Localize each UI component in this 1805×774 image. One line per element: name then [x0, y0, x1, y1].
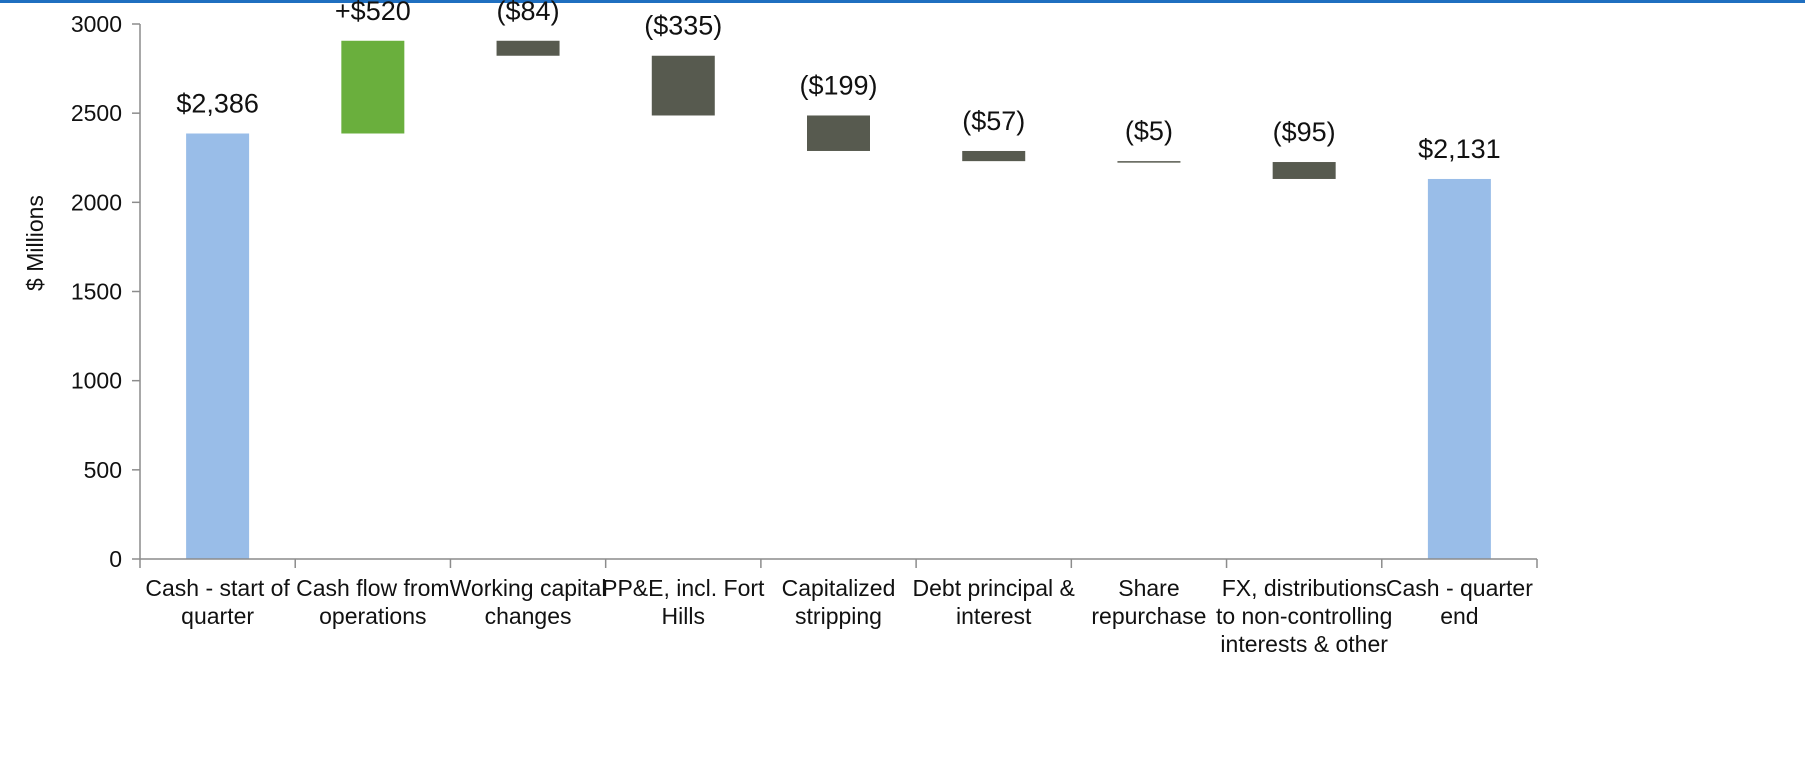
x-category-label-line: interests & other [1220, 631, 1388, 657]
y-tick-label: 2000 [71, 189, 122, 215]
x-category-label: PP&E, incl. Fort Hills [602, 575, 765, 629]
x-axis-ticks [139, 559, 1538, 568]
x-category-label-line: repurchase [1091, 603, 1206, 629]
x-category-label-line: Capitalized [782, 575, 896, 601]
x-category-label: Capitalized stripping [782, 575, 896, 629]
x-category-label-line: PP&E, incl. Fort [602, 575, 765, 601]
x-category-label-line: Debt principal & [913, 575, 1075, 601]
bar-increase [341, 40, 405, 134]
bar-decrease [1272, 162, 1336, 179]
x-category-label-line: Working capital [450, 575, 607, 601]
x-category-label-line: Cash - start of [145, 575, 290, 601]
data-label: ($95) [1273, 117, 1336, 147]
bar-decrease [807, 115, 870, 151]
x-category-label: Cash - start of quarter [145, 575, 290, 629]
y-tick-label: 1500 [71, 279, 122, 305]
x-category-label-line: Hills [662, 603, 705, 629]
x-category-label: Working capital changes [450, 575, 607, 629]
x-category-label-line: operations [319, 603, 426, 629]
x-category-label-line: FX, distributions [1222, 575, 1387, 601]
y-tick-label: 1000 [71, 368, 122, 394]
x-category-label: Share repurchase [1091, 575, 1206, 629]
data-label: ($57) [962, 106, 1025, 136]
bar-decrease [1117, 161, 1181, 163]
bar-decrease [651, 55, 715, 116]
x-category-label-line: stripping [795, 603, 882, 629]
y-axis-title: $ Millions [22, 195, 48, 291]
y-tick-label: 3000 [71, 11, 122, 37]
bar-total [186, 133, 250, 559]
x-category-label-line: Share [1118, 575, 1179, 601]
top-accent-rule [0, 0, 1805, 3]
x-category-label: Debt principal & interest [913, 575, 1075, 629]
bar-decrease [962, 150, 1026, 162]
bars [186, 40, 1491, 559]
bar-decrease [496, 40, 560, 56]
data-label: $2,131 [1418, 134, 1501, 164]
y-axis-title-group: $ Millions [22, 195, 48, 291]
y-tick-label: 2500 [71, 100, 122, 126]
x-category-label-line: to non-controlling [1216, 603, 1392, 629]
x-category-label: FX, distributions to non-controlling inter… [1216, 575, 1392, 657]
axes [139, 24, 1537, 560]
data-label: ($84) [497, 0, 560, 26]
bar-total [1427, 178, 1491, 559]
x-category-label-line: interest [956, 603, 1032, 629]
x-category-label-line: Cash flow from [296, 575, 449, 601]
data-label: ($5) [1125, 116, 1173, 146]
data-label: +$520 [335, 0, 411, 26]
x-category-label: Cash flow from operations [296, 575, 449, 629]
x-category-label-line: changes [485, 603, 572, 629]
x-category-label: Cash - quarter end [1386, 575, 1533, 629]
data-labels: $2,386 +$520 ($84) ($335) ($199) ($57) ($5) ($9… [176, 0, 1500, 164]
y-tick-label: 0 [109, 546, 122, 572]
x-category-label-line: end [1440, 603, 1478, 629]
y-axis-ticks: 0 500 1000 1500 2000 2500 3000 [71, 11, 140, 572]
data-label: $2,386 [176, 88, 259, 118]
y-tick-label: 500 [84, 457, 122, 483]
x-category-label-line: quarter [181, 603, 254, 629]
x-category-label-line: Cash - quarter [1386, 575, 1533, 601]
data-label: ($199) [799, 70, 877, 100]
data-label: ($335) [644, 11, 722, 41]
